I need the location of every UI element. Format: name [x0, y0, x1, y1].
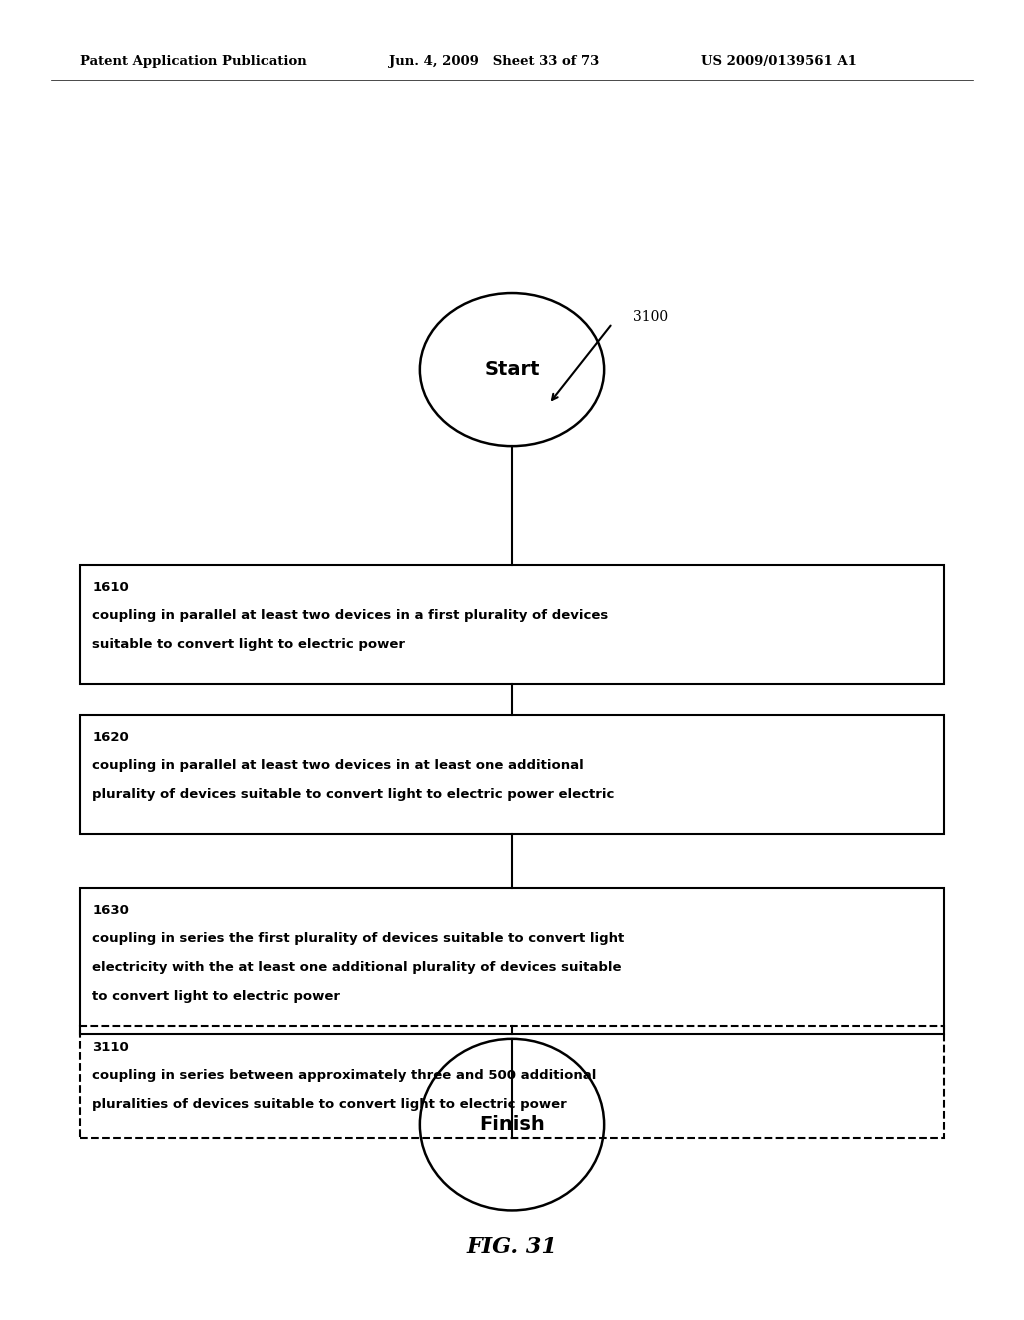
Text: 1610: 1610: [92, 581, 129, 594]
Text: Finish: Finish: [479, 1115, 545, 1134]
Text: suitable to convert light to electric power: suitable to convert light to electric po…: [92, 638, 406, 651]
Text: to convert light to electric power: to convert light to electric power: [92, 990, 340, 1003]
Bar: [80, 888, 944, 1034]
Text: Patent Application Publication: Patent Application Publication: [80, 55, 306, 69]
Text: coupling in parallel at least two devices in at least one additional: coupling in parallel at least two device…: [92, 759, 584, 772]
Text: 3110: 3110: [92, 1041, 129, 1055]
Text: FIG. 31: FIG. 31: [467, 1237, 557, 1258]
Text: pluralities of devices suitable to convert light to electric power: pluralities of devices suitable to conve…: [92, 1098, 567, 1111]
Text: US 2009/0139561 A1: US 2009/0139561 A1: [701, 55, 857, 69]
Text: Jun. 4, 2009   Sheet 33 of 73: Jun. 4, 2009 Sheet 33 of 73: [389, 55, 599, 69]
Text: coupling in parallel at least two devices in a first plurality of devices: coupling in parallel at least two device…: [92, 609, 608, 622]
Text: 1620: 1620: [92, 731, 129, 744]
Text: Start: Start: [484, 360, 540, 379]
Bar: [80, 1026, 944, 1138]
Text: coupling in series between approximately three and 500 additional: coupling in series between approximately…: [92, 1069, 597, 1082]
Text: 1630: 1630: [92, 904, 129, 917]
Text: coupling in series the first plurality of devices suitable to convert light: coupling in series the first plurality o…: [92, 932, 625, 945]
Text: electricity with the at least one additional plurality of devices suitable: electricity with the at least one additi…: [92, 961, 622, 974]
Bar: [80, 715, 944, 834]
Text: plurality of devices suitable to convert light to electric power electric: plurality of devices suitable to convert…: [92, 788, 614, 801]
Bar: [80, 565, 944, 684]
Text: 3100: 3100: [633, 310, 668, 323]
